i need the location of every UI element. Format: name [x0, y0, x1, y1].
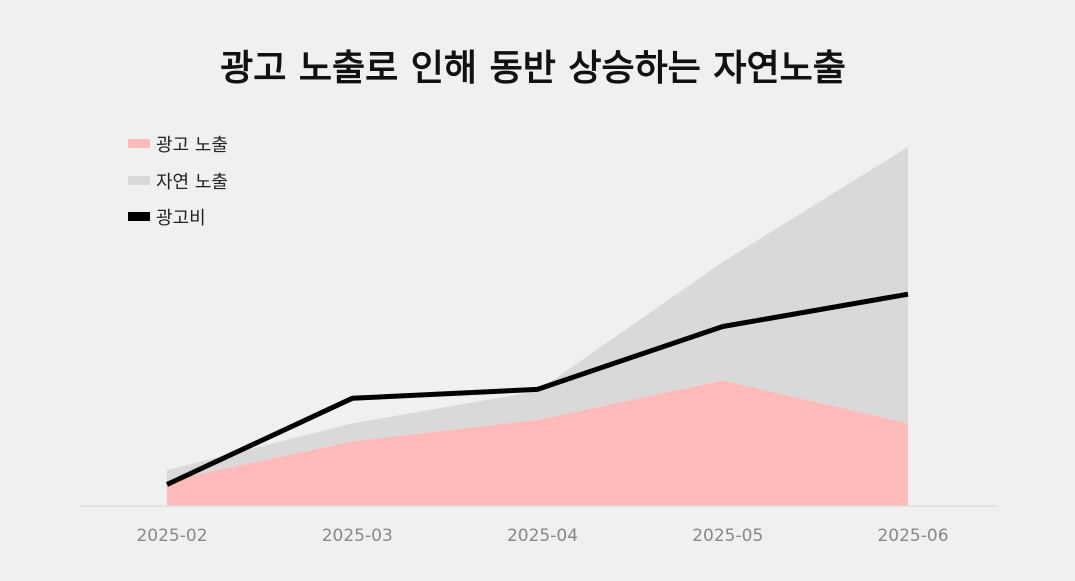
- line-ad-spend: [165, 291, 909, 487]
- chart-title: 광고 노출로 인해 동반 상승하는 자연노출: [220, 48, 846, 89]
- area-organic-exposure: [167, 147, 908, 481]
- x-axis-ticks: 2025-02 2025-03 2025-04 2025-05 2025-06: [136, 526, 948, 546]
- legend-swatch-ad-exposure: [128, 139, 150, 148]
- area-ad-exposure: [167, 380, 908, 506]
- legend-label-ad-spend: 광고비: [156, 208, 206, 229]
- x-tick-label: 2025-05: [692, 526, 763, 546]
- legend-label-organic-exposure: 자연 노출: [156, 172, 228, 193]
- x-tick-label: 2025-02: [136, 526, 207, 546]
- x-tick-label: 2025-06: [877, 526, 948, 546]
- x-tick-label: 2025-04: [507, 526, 578, 546]
- x-tick-label: 2025-03: [322, 526, 393, 546]
- legend: 광고 노출 자연 노출 광고비: [128, 135, 228, 229]
- legend-swatch-ad-spend: [128, 212, 150, 221]
- legend-label-ad-exposure: 광고 노출: [156, 135, 228, 156]
- plot-lines: [165, 291, 909, 487]
- plot-areas: [167, 147, 908, 506]
- legend-swatch-organic-exposure: [128, 176, 150, 185]
